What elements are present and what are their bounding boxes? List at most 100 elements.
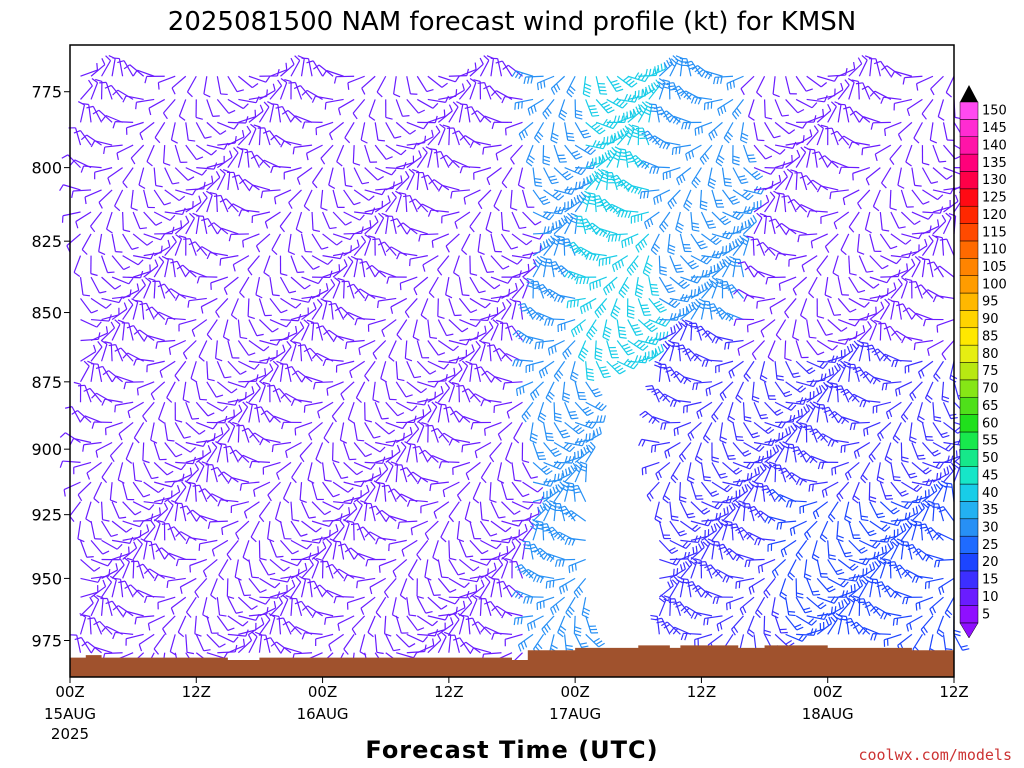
wind-barb-staff [235,520,250,534]
wind-barb-flag [397,522,400,530]
wind-barb-flag [343,648,349,655]
wind-barb [364,200,383,213]
wind-barb-staff [322,233,338,246]
wind-barb-flag [588,195,596,199]
wind-barb-flag [604,326,612,331]
wind-barb-staff [274,501,282,520]
wind-barb-flag [432,556,440,562]
wind-barb-staff [486,167,502,179]
wind-barb-staff [303,189,313,207]
wind-barb [550,596,565,616]
wind-barb-flag [130,207,138,211]
wind-barb-flag [114,205,121,212]
wind-barb-staff [301,308,317,321]
wind-barb-staff [480,366,492,383]
wind-barb-staff [428,276,439,293]
wind-barb-flag [462,600,466,608]
wind-barb-flag [602,372,610,375]
wind-barb-staff [299,343,303,362]
wind-barb [497,462,505,484]
wind-barb-flag [293,85,301,90]
wind-barb [114,347,134,362]
wind-barb-flag [340,439,348,444]
wind-barb-flag [86,472,91,480]
wind-barb-flag [476,331,480,339]
wind-barb-flag [185,611,192,618]
wind-barb-flag [90,273,98,277]
wind-barb [532,574,555,584]
wind-barb-flag [110,499,118,504]
wind-barb-flag [575,277,579,285]
wind-barb-flag [530,436,538,441]
wind-barb-staff [385,144,402,156]
wind-barb-staff [168,523,176,541]
wind-barb-flag [93,344,97,352]
wind-barb [143,335,165,342]
wind-barb-flag [542,506,549,512]
wind-barb-staff [125,442,134,460]
wind-barb-staff [369,577,387,588]
wind-barb-flag [622,76,630,82]
wind-barb-flag [583,93,591,98]
wind-barb [80,134,102,146]
wind-barb-staff [300,58,305,77]
wind-barb-flag [586,303,589,311]
wind-barb-flag [408,643,416,648]
wind-barb [610,174,629,191]
wind-barb-staff [516,381,534,390]
wind-barb-flag [616,183,624,187]
wind-barb-flag [547,348,551,356]
wind-barb-flag [627,315,635,319]
wind-barb-staff [94,646,113,654]
wind-barb-staff [206,144,225,150]
wind-barb-flag [264,368,267,376]
wind-barb-flag [601,154,606,162]
wind-barb-flag [400,149,407,156]
wind-barb-flag [572,488,580,491]
wind-barb-staff [221,227,239,235]
wind-barb-flag [404,170,410,178]
wind-barb-flag [220,427,224,435]
wind-barb-staff [137,561,145,579]
wind-barb [248,123,257,146]
wind-barb [437,104,453,123]
wind-barb-staff [195,122,206,139]
wind-barb-flag [166,470,174,476]
wind-barb-staff [118,421,134,435]
wind-barb-staff [454,211,471,223]
wind-barb-flag [539,504,545,512]
wind-barb-flag [157,82,160,90]
wind-barb [164,167,180,185]
wind-barb-flag [349,233,355,240]
wind-barb [493,189,503,212]
wind-barb-flag [284,79,292,82]
wind-barb-flag [567,489,575,492]
wind-barb-flag [543,258,551,261]
wind-barb [80,585,99,598]
wind-barb-staff [458,616,465,635]
wind-barb [227,629,249,637]
wind-barb-flag [528,154,535,160]
wind-barb-flag [469,226,475,233]
wind-barb [579,461,588,483]
wind-barb-staff [616,75,632,88]
wind-barb-flag [337,108,341,116]
wind-barb-flag [324,102,327,110]
wind-barb-staff [465,641,481,654]
wind-barb-staff [438,374,456,383]
wind-barb-staff [525,75,544,78]
wind-barb [616,358,639,370]
wind-barb-staff [79,277,84,296]
wind-barb [624,123,635,146]
wind-barb-staff [458,277,464,295]
wind-barb-flag [620,259,625,267]
wind-barb-staff [138,167,145,186]
wind-barb-staff [527,615,544,625]
wind-barb [557,615,567,638]
wind-barb-flag [226,554,232,561]
wind-barb [185,536,207,545]
wind-barb [521,442,530,463]
wind-barb-flag [201,169,208,176]
wind-barb [210,578,218,600]
wind-barb-staff [405,194,408,213]
